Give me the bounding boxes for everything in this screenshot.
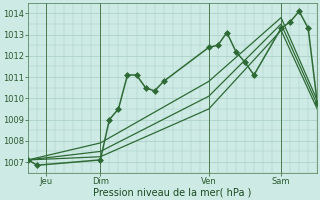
X-axis label: Pression niveau de la mer( hPa ): Pression niveau de la mer( hPa ) [93, 187, 252, 197]
